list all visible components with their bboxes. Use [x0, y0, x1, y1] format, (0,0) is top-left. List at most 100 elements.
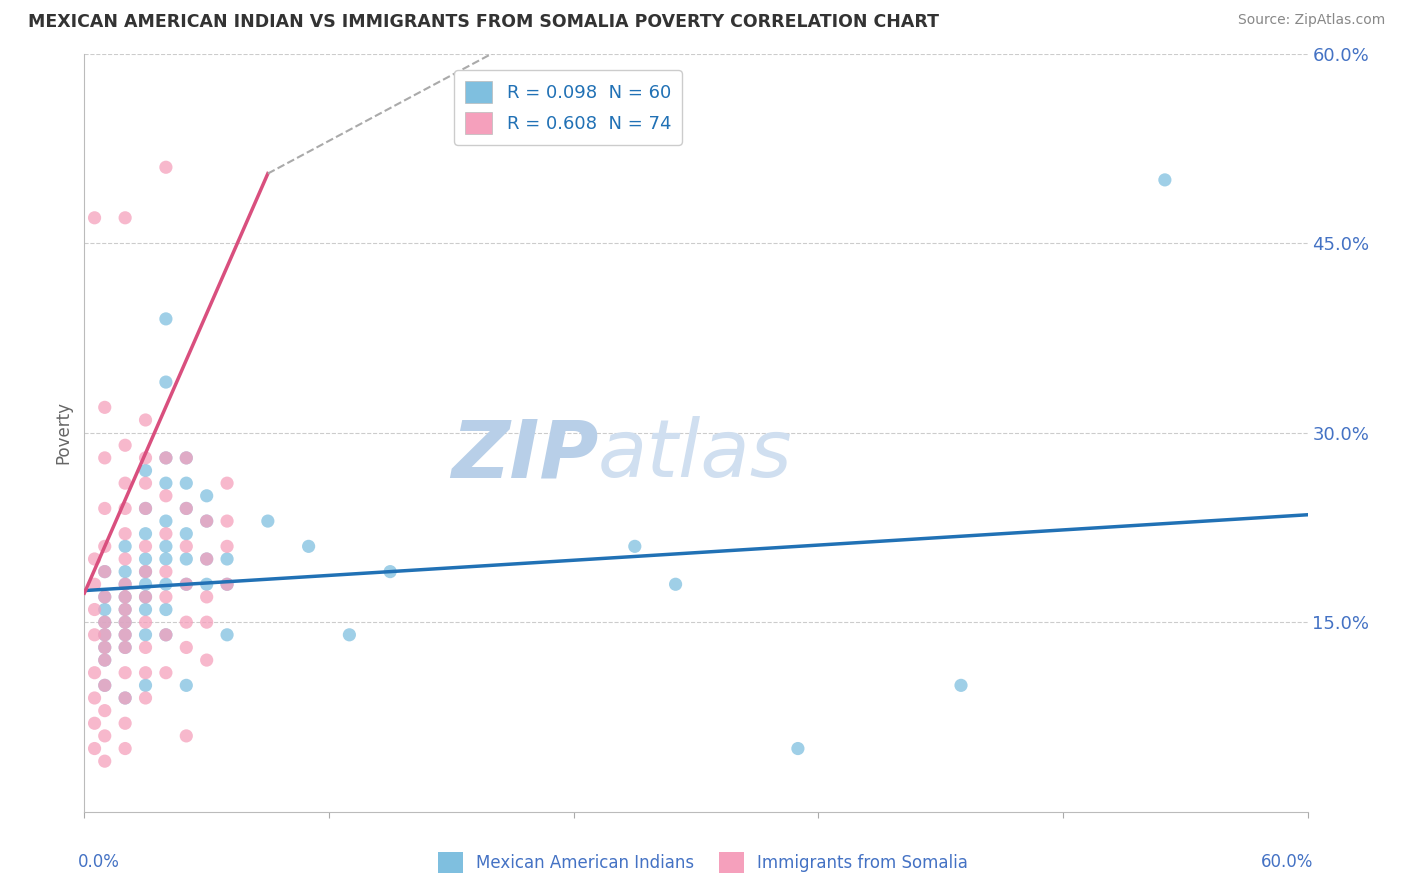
- Point: [135, 476, 157, 491]
- Point: [93, 640, 115, 655]
- Text: atlas: atlas: [598, 417, 793, 494]
- Point: [114, 552, 136, 566]
- Point: [135, 602, 157, 616]
- Text: ZIP: ZIP: [451, 417, 598, 494]
- Point: [135, 450, 157, 465]
- Point: [93, 678, 115, 692]
- Point: [174, 501, 197, 516]
- Point: [174, 577, 197, 591]
- Point: [174, 678, 197, 692]
- Point: [155, 450, 177, 465]
- Point: [114, 577, 136, 591]
- Point: [114, 501, 136, 516]
- Point: [93, 678, 115, 692]
- Point: [135, 691, 157, 706]
- Point: [195, 514, 218, 528]
- Point: [114, 640, 136, 655]
- Point: [93, 615, 115, 630]
- Point: [114, 615, 136, 630]
- Point: [155, 526, 177, 541]
- Point: [298, 539, 321, 553]
- Point: [624, 539, 647, 553]
- Point: [217, 476, 239, 491]
- Point: [83, 665, 105, 680]
- Point: [195, 514, 218, 528]
- Point: [83, 741, 105, 756]
- Point: [83, 577, 105, 591]
- Point: [135, 590, 157, 604]
- Point: [114, 665, 136, 680]
- Point: [93, 501, 115, 516]
- Point: [217, 577, 239, 591]
- Point: [155, 590, 177, 604]
- Point: [217, 552, 239, 566]
- Point: [135, 615, 157, 630]
- Text: Source: ZipAtlas.com: Source: ZipAtlas.com: [1237, 13, 1385, 28]
- Point: [155, 628, 177, 642]
- Point: [195, 615, 218, 630]
- Point: [114, 628, 136, 642]
- Point: [217, 514, 239, 528]
- Point: [93, 615, 115, 630]
- Text: 0.0%: 0.0%: [79, 854, 120, 871]
- Point: [155, 665, 177, 680]
- Point: [83, 602, 105, 616]
- Point: [155, 161, 177, 175]
- Y-axis label: Poverty: Poverty: [55, 401, 73, 464]
- Point: [93, 640, 115, 655]
- Point: [174, 526, 197, 541]
- Point: [195, 653, 218, 667]
- Point: [217, 628, 239, 642]
- Point: [93, 602, 115, 616]
- Point: [93, 539, 115, 553]
- Point: [114, 590, 136, 604]
- Point: [174, 729, 197, 743]
- Point: [155, 450, 177, 465]
- Point: [155, 552, 177, 566]
- Point: [155, 476, 177, 491]
- Point: [174, 539, 197, 553]
- Point: [195, 489, 218, 503]
- Point: [135, 628, 157, 642]
- Point: [93, 653, 115, 667]
- Point: [195, 552, 218, 566]
- Point: [114, 211, 136, 225]
- Point: [135, 413, 157, 427]
- Point: [93, 704, 115, 718]
- Point: [93, 754, 115, 768]
- Point: [114, 602, 136, 616]
- Point: [93, 729, 115, 743]
- Point: [1154, 173, 1177, 187]
- Text: MEXICAN AMERICAN INDIAN VS IMMIGRANTS FROM SOMALIA POVERTY CORRELATION CHART: MEXICAN AMERICAN INDIAN VS IMMIGRANTS FR…: [28, 13, 939, 31]
- Point: [93, 590, 115, 604]
- Point: [174, 450, 197, 465]
- Point: [155, 565, 177, 579]
- Point: [155, 514, 177, 528]
- Point: [174, 476, 197, 491]
- Point: [174, 501, 197, 516]
- Point: [155, 539, 177, 553]
- Point: [950, 678, 973, 692]
- Point: [114, 526, 136, 541]
- Point: [114, 628, 136, 642]
- Point: [83, 628, 105, 642]
- Point: [135, 565, 157, 579]
- Point: [135, 665, 157, 680]
- Point: [155, 375, 177, 389]
- Point: [155, 628, 177, 642]
- Point: [114, 691, 136, 706]
- Point: [135, 678, 157, 692]
- Point: [135, 464, 157, 478]
- Point: [135, 590, 157, 604]
- Point: [135, 577, 157, 591]
- Point: [195, 552, 218, 566]
- Point: [93, 565, 115, 579]
- Point: [83, 716, 105, 731]
- Point: [135, 552, 157, 566]
- Point: [114, 741, 136, 756]
- Point: [93, 401, 115, 415]
- Point: [93, 565, 115, 579]
- Point: [195, 590, 218, 604]
- Text: 60.0%: 60.0%: [1261, 854, 1313, 871]
- Point: [174, 577, 197, 591]
